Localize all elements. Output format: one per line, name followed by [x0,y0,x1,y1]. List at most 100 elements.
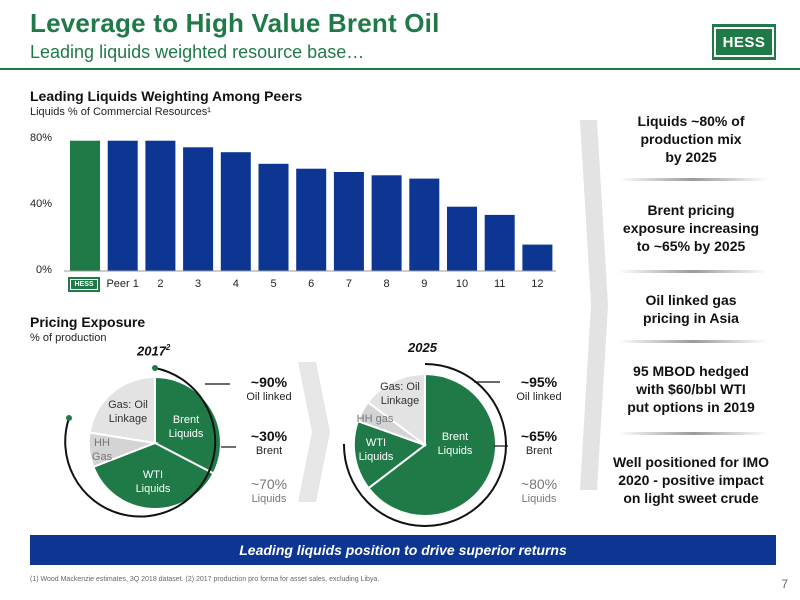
pie-2017-oil-label: Oil linked [246,391,292,403]
pie-2025-liquids-value: ~80% [520,476,558,492]
x-label-3: 3 [195,278,202,290]
sidebar-item-line: 95 MBOD hedged [633,363,749,379]
page-subtitle: Leading liquids weighted resource base… [30,42,365,62]
bar-8 [371,175,402,271]
pie-2025-year: 2025 [408,340,437,355]
title-divider [0,68,800,70]
sidebar-item-line: Oil linked gas [645,292,737,308]
pie-2025-brent-slice [367,372,498,517]
x-label-12: 12 [531,278,544,290]
pie-2025-wti-label: WTI Liquids [358,437,394,463]
page-title: Leverage to High Value Brent Oil [30,8,440,38]
x-label-7: 7 [345,278,352,290]
y-tick-80: 80% [30,132,53,144]
pie-2017-oil-arc [64,367,217,518]
bar-2 [145,140,176,271]
pie-2017-liquids-value: ~70% [250,476,288,492]
x-label-5: 5 [270,278,277,290]
bar-9 [409,178,440,271]
bar-10 [447,206,477,271]
sidebar-item-line: on light sweet crude [623,490,759,506]
sidebar-item-line: with $60/bbl WTI [636,381,746,397]
hess-logo: HESS [712,24,776,60]
pie-2025-gasoil-label: Gas: Oil Linkage [380,381,420,407]
large-chevron-right-icon [580,120,608,490]
sidebar-item-line: production mix [640,131,742,147]
pie-2017 [64,365,236,518]
bar-11 [484,214,515,271]
bar-6 [296,168,327,271]
pie-2025-wti-slice [352,419,428,490]
sidebar-separator [618,432,768,435]
pie-2025-gasoil-slice [366,372,426,448]
sidebar-separator [618,340,768,343]
x-label-2: 2 [157,278,164,290]
y-tick-40: 40% [30,198,53,210]
x-label-4: 4 [232,278,239,290]
sidebar-separator [618,178,768,181]
pie-2017-gasoil-label: Gas: Oil Linkage [108,399,148,425]
x-label-10: 10 [455,278,469,290]
pie-2017-wti-label: WTI Liquids [135,469,171,495]
pie-2017-hhgas-label: HH Gas [91,437,113,463]
chart-subtitle: Liquids % of Commercial Resources¹ [30,106,211,118]
chart-title: Leading Liquids Weighting Among Peers [30,88,303,104]
sidebar-item-line: pricing in Asia [643,310,739,326]
sidebar-item-oil-linked-gas: Oil linked gas pricing in Asia [598,291,784,327]
pie-2025-hhgas-label: HH gas [356,413,394,425]
sidebar-item-liquids-mix: Liquids ~80% of production mix by 2025 [598,112,784,166]
bar-3 [183,147,214,272]
chevron-right-icon [298,362,330,502]
pie-2025-brent-value: ~65% [520,428,558,444]
sidebar-item-line: to ~65% by 2025 [636,238,746,254]
sidebar-item-brent-pricing: Brent pricing exposure increasing to ~65… [598,201,784,255]
pricing-subtitle: % of production [30,332,107,344]
pricing-title: Pricing Exposure [30,314,146,330]
x-label-8: 8 [383,278,390,290]
sidebar-item-hedged: 95 MBOD hedged with $60/bbl WTI put opti… [598,362,784,416]
pie-2025-brent-label: Brent Liquids [437,431,473,457]
x-label-peer-1: Peer 1 [106,278,139,290]
pie-2017-arc-dot-end [66,415,72,421]
pie-2017-arc-dot-start [152,365,158,371]
pie-2025-oil-arc [342,363,507,527]
y-tick-0: 0% [36,264,52,276]
x-label-9: 9 [421,278,428,290]
sidebar-item-line: exposure increasing [622,220,760,236]
sidebar-item-line: Liquids ~80% of [637,113,745,129]
sidebar-separator [618,270,768,273]
sidebar-item-line: by 2025 [665,149,717,165]
bar-chart [64,140,556,272]
pie-2017-oil-value: ~90% [250,374,288,390]
bar-5 [258,163,289,272]
pie-2017-gasoil-slice [88,375,156,445]
sidebar-item-line: put options in 2019 [627,399,755,415]
summary-banner: Leading liquids position to drive superi… [30,535,776,565]
x-label-6: 6 [308,278,315,290]
sidebar-item-line: Brent pricing [647,202,735,218]
pie-2025-brent-label-text: Brent [525,445,553,457]
footnote: (1) Wood Mackenzie estimates, 3Q 2018 da… [30,576,380,583]
pie-2025-liquids-label: Liquids [521,493,557,505]
bar-hess [70,140,100,271]
hess-logo-text: HESS [714,27,774,57]
bar-4 [220,152,251,271]
pie-2017-year: 20172 [137,343,171,359]
pie-2025-oil-value: ~95% [520,374,558,390]
pie-2017-brent-value: ~30% [250,428,288,444]
pie-2017-brent-label: Brent Liquids [168,414,204,440]
pie-2017-wti-slice [92,441,215,511]
page-number: 7 [781,577,788,591]
pie-2025-oil-label: Oil linked [516,391,562,403]
bar-peer-1 [107,140,138,271]
pie-2025 [342,363,508,527]
pie-2017-brent-label-text: Brent [255,445,283,457]
bar-12 [522,244,553,271]
x-label-hess-logo: HESS [68,277,100,292]
bar-7 [333,172,364,271]
x-label-11: 11 [493,278,506,290]
sidebar-item-imo-2020: Well positioned for IMO 2020 - positive … [598,453,784,507]
pie-2017-liquids-label: Liquids [251,493,287,505]
sidebar-item-line: Well positioned for IMO [612,454,770,470]
